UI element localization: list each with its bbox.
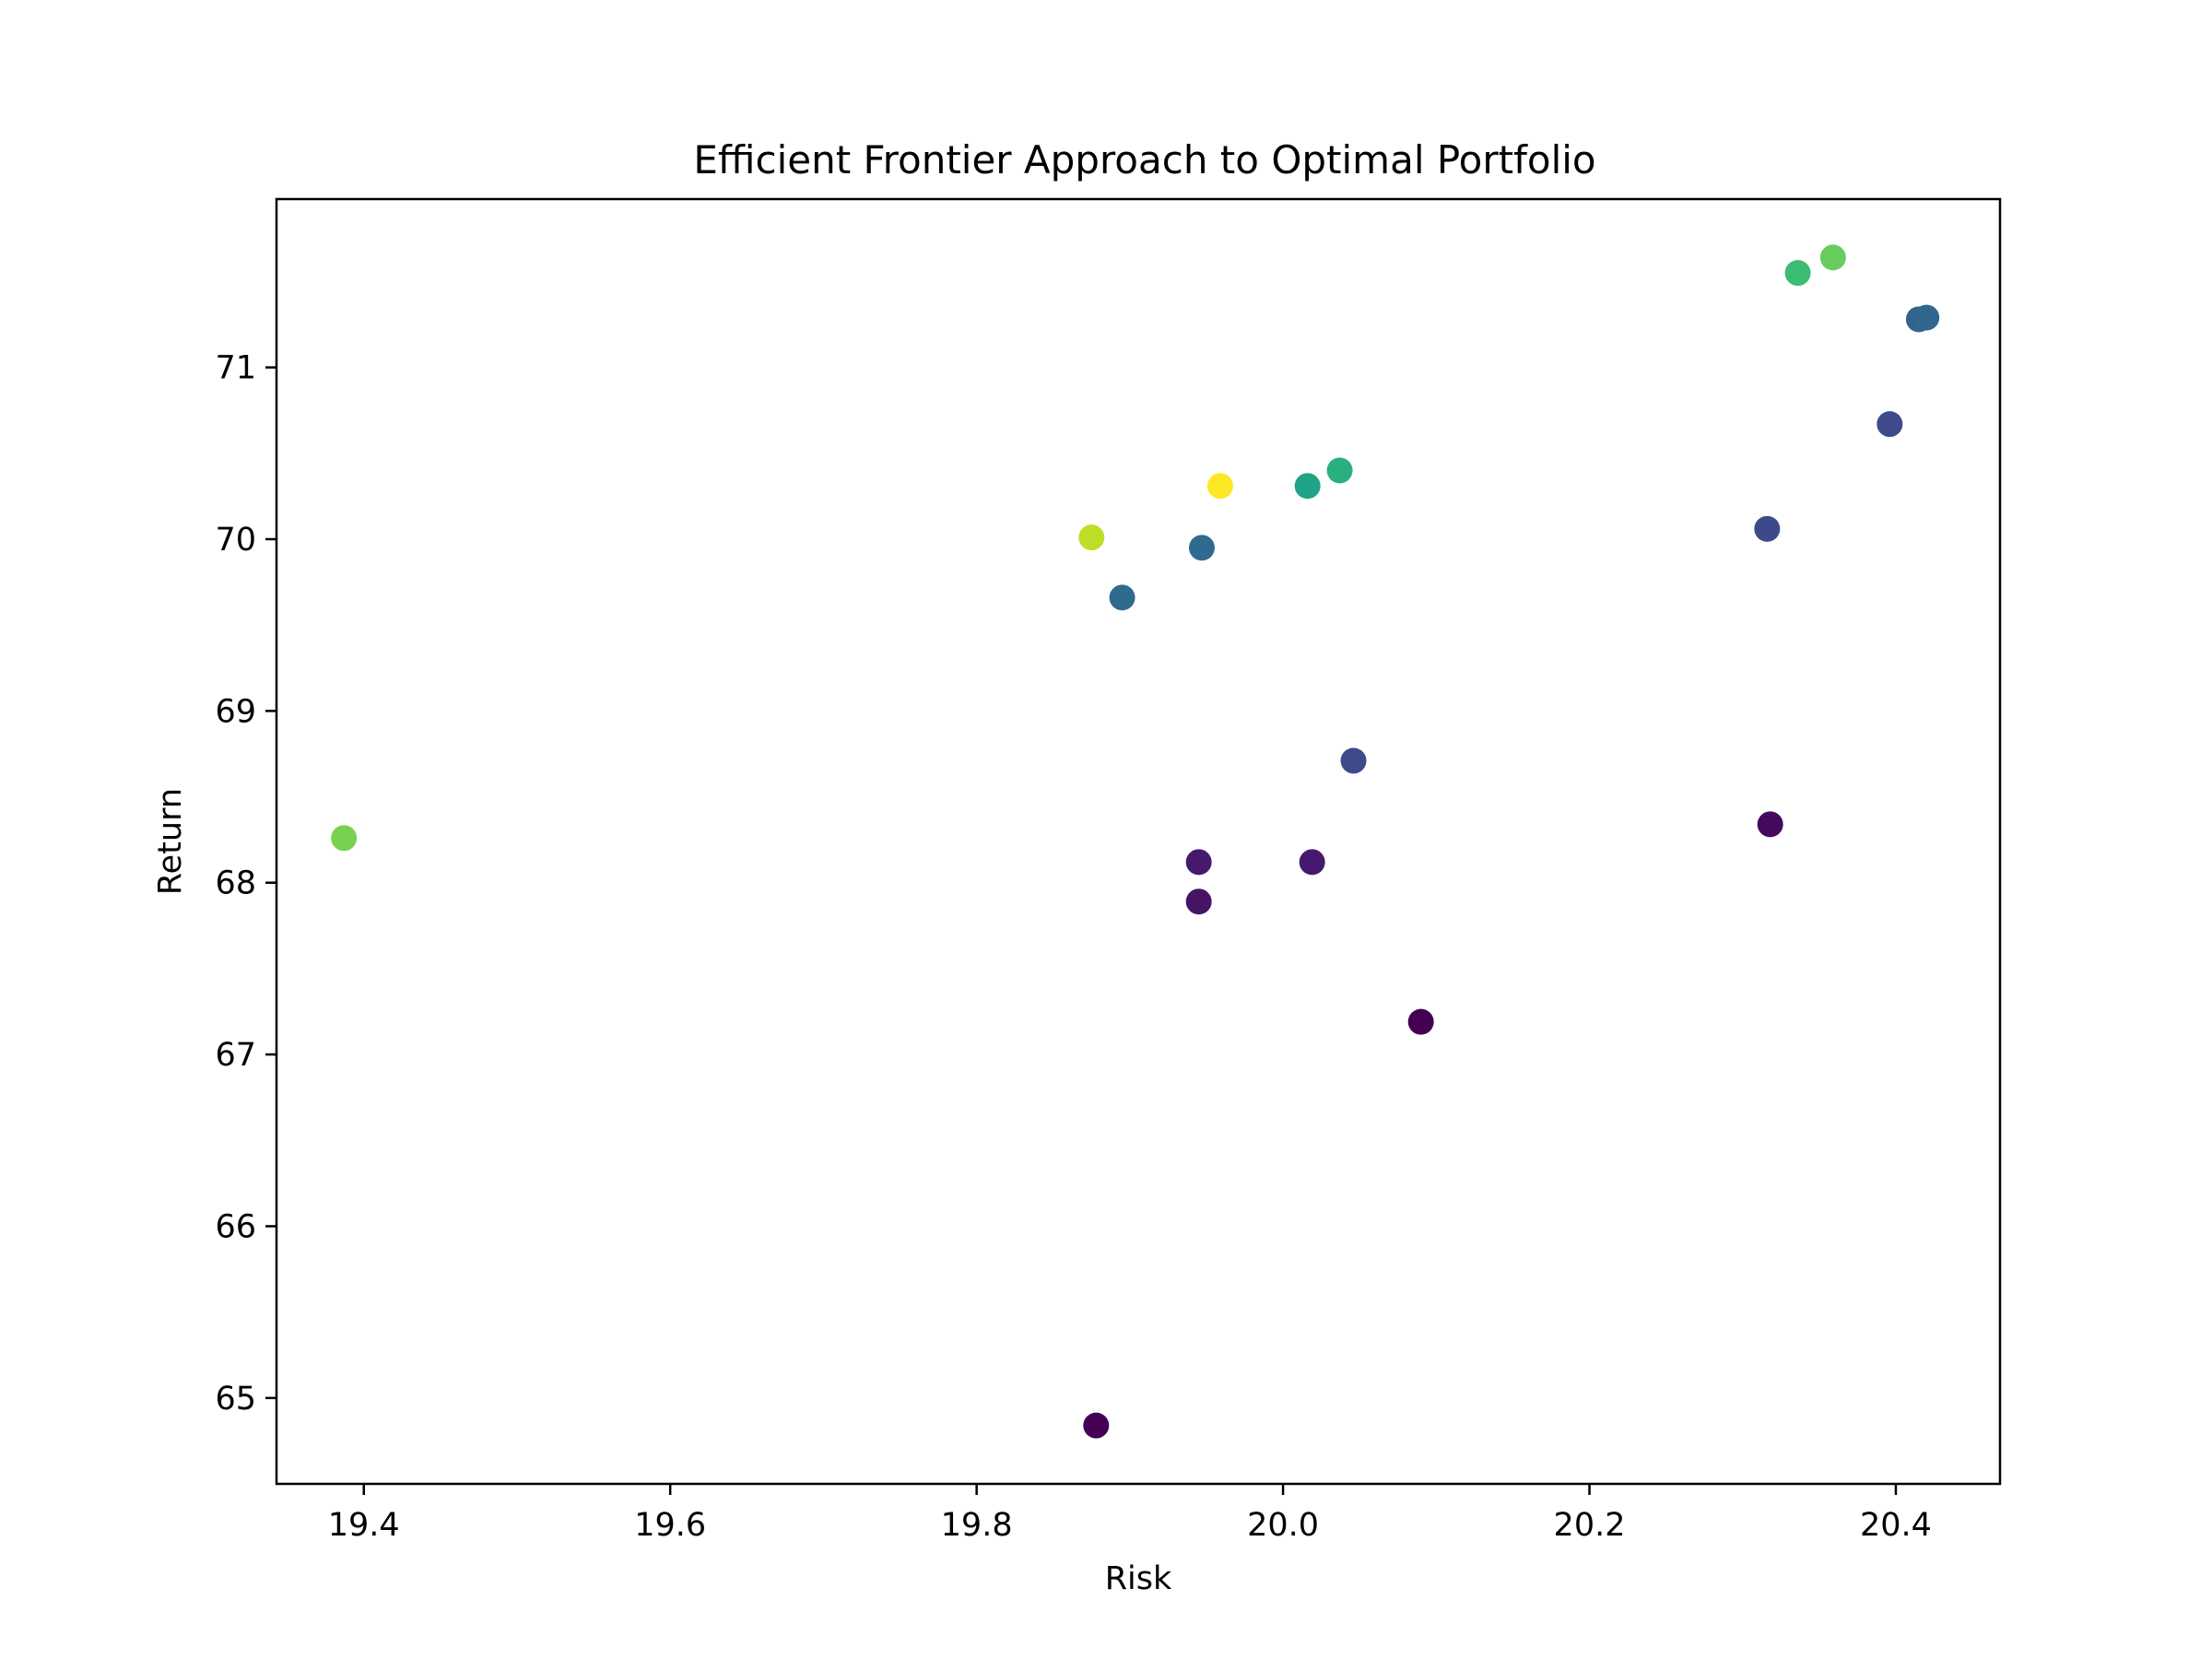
scatter-point [1083,1412,1110,1439]
x-tick-label: 19.4 [328,1507,400,1544]
scatter-point [1185,849,1212,876]
y-axis: 65 66 67 68 69 70 71 [215,350,276,1418]
scatter-point [1109,584,1135,611]
y-tick-label: 69 [215,693,256,730]
plot-frame [275,197,2002,1486]
y-tick-label: 67 [215,1037,256,1074]
scatter-point [1294,473,1321,500]
scatter-point [1757,811,1783,838]
scatter-point [1407,1008,1434,1035]
scatter-point [1754,515,1781,542]
chart-title: Efficient Frontier Approach to Optimal P… [693,137,1595,182]
plot-area [331,244,1940,1439]
scatter-point [1206,473,1233,500]
scatter-point [331,825,358,852]
x-axis: 19.4 19.6 19.8 20.0 20.2 20.4 [328,1484,1932,1544]
scatter-point [1078,524,1105,551]
y-tick-label: 68 [215,865,256,902]
x-tick-label: 19.6 [634,1507,706,1544]
y-tick-label: 71 [215,350,256,387]
x-tick-label: 20.0 [1247,1507,1319,1544]
scatter-point [1340,747,1367,774]
y-tick-label: 70 [215,522,256,559]
scatter-point [1913,304,1940,331]
scatter-point [1784,260,1811,287]
y-tick-label: 66 [215,1208,256,1245]
x-tick-label: 20.4 [1860,1507,1932,1544]
y-axis-label: Return [152,788,189,895]
scatter-point [1819,244,1846,271]
x-axis-label: Risk [1105,1560,1172,1597]
scatter-point [1299,849,1325,876]
scatter-point [1188,535,1215,561]
x-tick-label: 20.2 [1554,1507,1626,1544]
scatter-point [1326,457,1353,484]
x-tick-label: 19.8 [941,1507,1013,1544]
y-tick-label: 65 [215,1381,256,1418]
scatter-point [1877,411,1903,438]
scatter-point [1185,888,1212,915]
